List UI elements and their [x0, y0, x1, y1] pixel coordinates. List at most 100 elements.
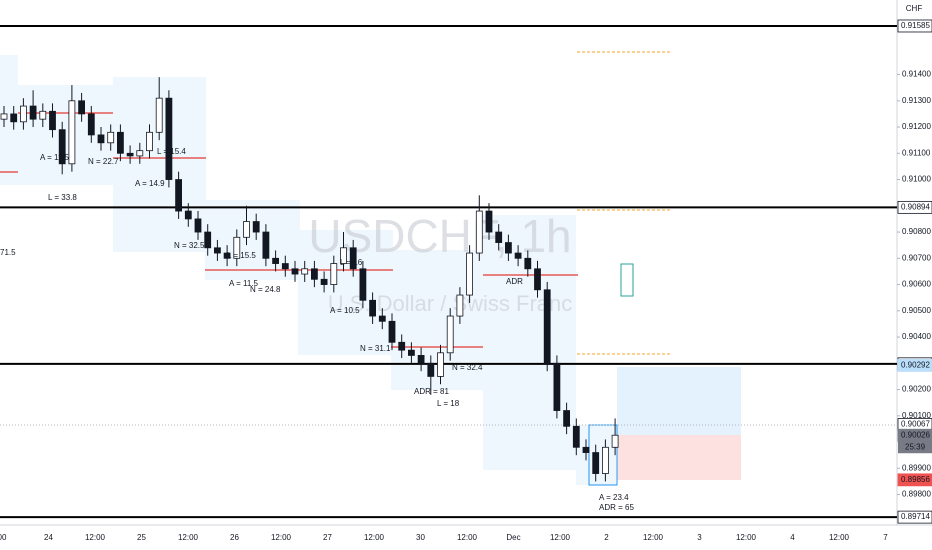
y-tick-label: 0.91200 — [902, 122, 931, 131]
candle-body — [165, 97, 173, 180]
price-label: 0.89714 — [901, 512, 930, 521]
candle-body — [466, 252, 474, 296]
candle-body — [310, 268, 318, 280]
candle-body — [563, 410, 570, 427]
x-tick-label: 12:00 — [643, 533, 664, 542]
candle-body — [446, 315, 454, 354]
y-tick-label: 0.91000 — [902, 175, 931, 184]
price-label-box — [897, 358, 932, 372]
y-tick-label: 0.90800 — [902, 227, 931, 236]
candle-body — [204, 231, 212, 249]
candle-body — [184, 210, 192, 220]
price-label-box — [897, 510, 932, 524]
y-tick-label: 0.91400 — [902, 70, 931, 79]
candle-body — [78, 100, 85, 115]
annotation: ADR — [506, 277, 523, 286]
candle-body — [485, 210, 493, 233]
x-tick-label: 00 — [0, 533, 7, 542]
y-tick-label: 0.89800 — [902, 490, 931, 499]
candle-body — [97, 134, 105, 144]
price-axis — [897, 0, 932, 550]
candle-body — [340, 247, 347, 264]
annotation: N = 32.5 — [174, 241, 205, 250]
candle-body — [553, 362, 561, 411]
candle-body — [126, 152, 134, 157]
y-tick-label: 0.91100 — [902, 148, 931, 157]
x-tick-label: 27 — [323, 533, 332, 542]
x-tick-label: 25 — [137, 533, 146, 542]
price-label-box — [897, 19, 932, 33]
price-label: 0.89856 — [901, 475, 930, 484]
x-tick-label: 12:00 — [271, 533, 292, 542]
annotation: L = 16 — [340, 258, 363, 267]
candle-body — [398, 341, 406, 351]
candle-body — [252, 221, 260, 233]
candle-body — [213, 247, 221, 254]
candle-body — [427, 362, 435, 377]
annotation: L = 15.5 — [227, 251, 256, 260]
candle-body — [117, 131, 124, 154]
candle-body — [592, 452, 600, 474]
price-label-box — [897, 473, 932, 487]
x-tick-label: 3 — [697, 533, 702, 542]
candle-body — [475, 210, 483, 254]
price-label: 0.90026 — [901, 430, 930, 439]
countdown: 25:39 — [905, 442, 926, 451]
y-tick-label: 0.90100 — [902, 411, 931, 420]
candle-body — [388, 320, 396, 343]
price-label-box — [897, 200, 932, 214]
annotation: N = 24.8 — [250, 285, 281, 294]
reward-zone — [617, 367, 741, 435]
candle-body — [582, 446, 590, 453]
annotation: A = 11.5 — [229, 279, 259, 288]
candle-body — [194, 218, 202, 233]
annotation: N = 22.7 — [88, 157, 119, 166]
x-tick-label: 26 — [230, 533, 239, 542]
currency-label: CHF — [906, 4, 923, 13]
candle-body — [107, 131, 115, 144]
candle-body — [378, 315, 386, 322]
candle-body — [39, 110, 47, 120]
annotation: A = 11.5 — [40, 153, 70, 162]
candle-body — [602, 446, 609, 474]
annotation: ADR = 65 — [599, 503, 634, 512]
annotation: A = 23.4 — [599, 493, 629, 502]
candle-body — [543, 289, 551, 364]
candle-body — [87, 113, 95, 136]
candle-body — [504, 242, 512, 254]
y-tick-label: 0.91300 — [902, 96, 931, 105]
x-tick-label: 12:00 — [457, 533, 478, 542]
candle-body — [136, 150, 144, 157]
candle-body — [281, 263, 289, 270]
candle-body — [233, 236, 241, 259]
candle-body — [10, 113, 18, 123]
candle-body — [514, 252, 522, 259]
x-tick-label: 24 — [44, 533, 53, 542]
candle-body — [155, 97, 163, 133]
candle-body — [0, 113, 8, 120]
candle-body — [29, 105, 37, 120]
candle-body — [369, 299, 377, 317]
y-tick-label: 0.90700 — [902, 253, 931, 262]
candle-body — [524, 257, 532, 270]
candle-body — [146, 131, 153, 152]
candle-body — [611, 434, 619, 448]
candle-body — [243, 221, 250, 238]
x-tick-label: 7 — [883, 533, 888, 542]
y-tick-label: 0.89900 — [902, 463, 931, 472]
x-tick-label: 12:00 — [829, 533, 850, 542]
candle-body — [407, 349, 415, 356]
candle-body — [349, 247, 357, 270]
candle-body — [437, 352, 444, 377]
x-tick-label: 12:00 — [736, 533, 757, 542]
x-tick-label: 12:00 — [85, 533, 106, 542]
candle-body — [223, 252, 231, 259]
annotation: 71.5 — [0, 248, 16, 257]
annotation: N = 31.1 — [360, 344, 391, 353]
price-label: 0.90894 — [901, 202, 930, 211]
candle-body — [330, 263, 338, 285]
y-tick-label: 0.90600 — [902, 280, 931, 289]
x-tick-label: 4 — [790, 533, 795, 542]
countdown-box — [898, 441, 932, 454]
